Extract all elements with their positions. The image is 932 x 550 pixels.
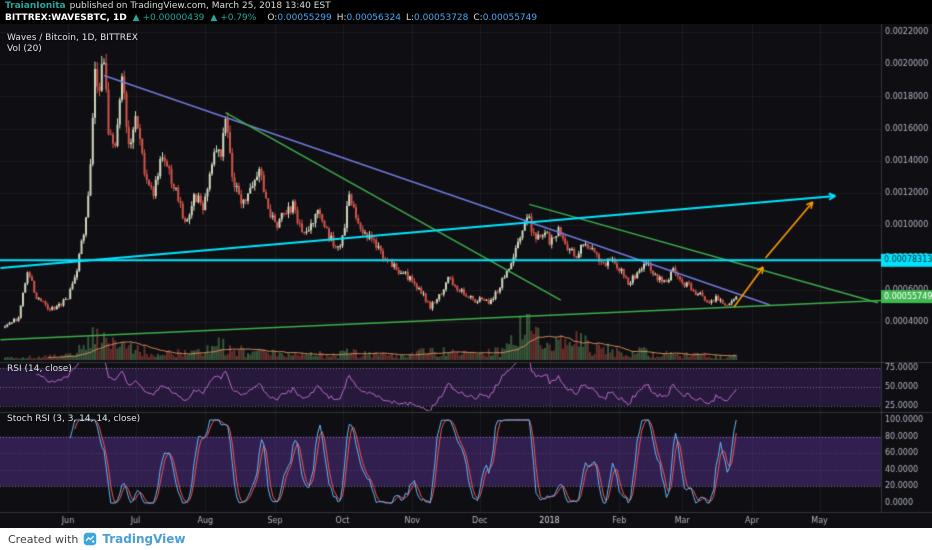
low-label: L: [405,13,414,23]
high-value: 0.00056324 [346,13,401,23]
up-arrow-icon: ▲ [210,13,218,23]
change-absolute: ▲ +0.00000439 [132,13,205,23]
open-label: O: [267,13,278,23]
change-percent: ▲ +0.79% [210,13,257,23]
rsi-legend[interactable]: RSI (14, close) [7,364,72,374]
publish-info-bar: TraianIonita published on TradingView.com… [0,0,932,12]
tradingview-wordmark[interactable]: TradingView [102,532,186,546]
tradingview-logo-icon [84,532,97,546]
volume-legend[interactable]: Vol (20) [7,44,42,54]
main-series-legend[interactable]: Waves / Bitcoin, 1D, BITTREX [7,33,138,43]
publisher-name[interactable]: TraianIonita [5,1,66,11]
open-value: 0.00055299 [277,13,332,23]
up-arrow-icon: ▲ [132,13,140,23]
close-label: C: [473,13,483,23]
publish-info-text: published on TradingView.com, March 25, … [69,1,331,11]
quote-bar: BITTREX:WAVESBTC, 1D ▲ +0.00000439 ▲ +0.79… [0,12,932,24]
chart-canvas[interactable] [0,24,932,528]
symbol-label[interactable]: BITTREX:WAVESBTC, 1D [5,13,127,23]
footer-bar: Created with TradingView [0,528,932,550]
created-with-text: Created with [8,532,79,546]
stoch-rsi-legend[interactable]: Stoch RSI (3, 3, 14, 14, close) [7,414,141,424]
high-label: H: [336,13,347,23]
close-value: 0.00055749 [482,13,538,23]
low-value: 0.00053728 [413,13,469,23]
